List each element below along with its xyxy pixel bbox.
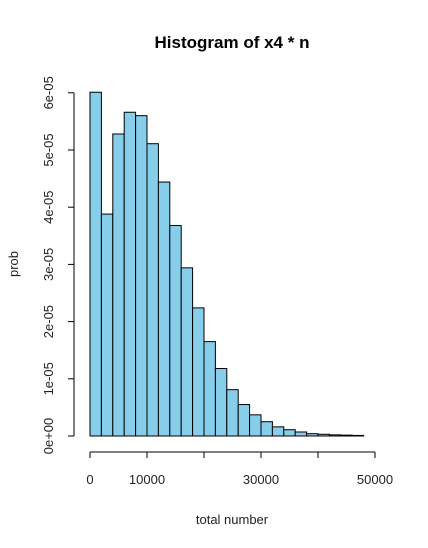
x-tick-label: 10000 xyxy=(129,472,165,487)
histogram-bar xyxy=(260,421,273,437)
chart-title: Histogram of x4 * n xyxy=(155,33,310,52)
bars-group xyxy=(89,91,365,437)
x-tick-label: 50000 xyxy=(357,472,393,487)
y-tick-label: 5e-05 xyxy=(41,133,56,166)
histogram-bar xyxy=(226,389,239,437)
histogram-bar xyxy=(283,429,296,437)
y-tick-label: 1e-05 xyxy=(41,362,56,395)
histogram-bar xyxy=(157,181,171,437)
histogram-bar xyxy=(192,307,205,437)
histogram-bar xyxy=(351,434,365,437)
histogram-bar xyxy=(100,213,114,437)
histogram-bar xyxy=(146,143,159,437)
y-tick-label: 6e-05 xyxy=(41,76,56,109)
histogram-bar xyxy=(340,434,353,437)
histogram-bar xyxy=(237,404,251,437)
y-axis-label: prob xyxy=(6,251,21,277)
y-tick-label: 2e-05 xyxy=(41,305,56,338)
y-tick-label: 0e+00 xyxy=(41,418,56,455)
x-axis: 0 10000 30000 50000 xyxy=(86,451,393,487)
histogram-bar xyxy=(135,115,148,437)
histogram-bar xyxy=(214,368,228,437)
histogram-bar xyxy=(271,426,285,437)
histogram-bar xyxy=(328,434,342,437)
y-axis: 0e+00 1e-05 2e-05 3e-05 4e-05 5e-05 6e-05 xyxy=(41,76,75,455)
histogram-bar xyxy=(180,267,194,437)
histogram-bar xyxy=(317,433,330,437)
histogram-bar xyxy=(294,431,308,437)
histogram-bar xyxy=(169,225,182,437)
histogram-bar xyxy=(89,91,102,437)
y-tick-label: 4e-05 xyxy=(41,191,56,224)
histogram-bar xyxy=(203,341,216,437)
histogram-bar xyxy=(112,133,125,437)
y-tick-label: 3e-05 xyxy=(41,248,56,281)
histogram-bar xyxy=(123,111,137,437)
x-tick-label: 0 xyxy=(86,472,93,487)
x-axis-label: total number xyxy=(196,512,269,527)
histogram-bar xyxy=(306,433,319,437)
histogram-bar xyxy=(249,414,262,437)
x-tick-label: 30000 xyxy=(243,472,279,487)
